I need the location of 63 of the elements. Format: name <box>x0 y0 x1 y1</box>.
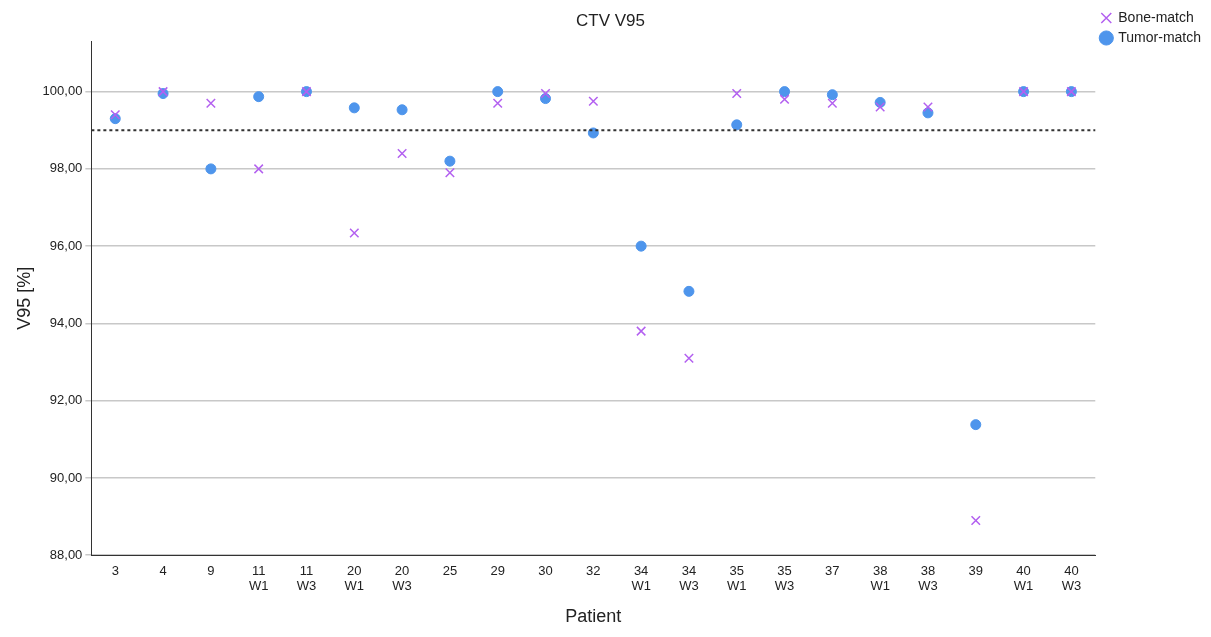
point <box>970 515 981 526</box>
point <box>875 102 886 113</box>
point <box>636 326 647 337</box>
point <box>110 109 121 120</box>
x-axis-title: Patient <box>565 606 622 627</box>
point <box>827 98 838 109</box>
x-tick-label: 20 W3 <box>392 562 412 594</box>
point <box>444 167 455 178</box>
point <box>205 163 217 175</box>
point <box>540 88 551 99</box>
point <box>922 102 933 113</box>
x-tick-label: 20 W1 <box>344 562 365 594</box>
x-tick-label: 35 W3 <box>774 562 795 594</box>
y-tick-label: 90,00 <box>49 469 83 485</box>
x-tick-label: 38 W1 <box>870 562 890 594</box>
point <box>731 119 743 131</box>
y-axis-title: V95 [%] <box>13 266 34 330</box>
x-tick-label: 11 W3 <box>296 562 317 594</box>
x-tick-label: 34 W1 <box>631 562 651 594</box>
x-tick-label: 40 W3 <box>1061 562 1082 594</box>
chart-title: CTV V95 <box>576 10 645 30</box>
x-tick-label: 35 W1 <box>726 562 747 594</box>
point <box>253 91 265 103</box>
y-tick-label: 92,00 <box>49 392 83 408</box>
x-tick-label: 37 <box>825 562 840 578</box>
point <box>587 127 599 139</box>
point <box>731 88 742 99</box>
y-tick-label: 96,00 <box>49 237 83 253</box>
point <box>683 285 695 297</box>
legend-label: Tumor-match <box>1118 28 1201 45</box>
x-tick-label: 11 W1 <box>248 562 269 594</box>
point <box>492 98 503 109</box>
point <box>396 104 408 116</box>
point <box>970 419 982 431</box>
y-tick-label: 94,00 <box>49 314 83 330</box>
point <box>397 148 408 159</box>
point <box>779 94 790 105</box>
point <box>826 89 838 101</box>
x-tick-label: 34 W3 <box>679 562 699 594</box>
point <box>349 228 360 239</box>
x-tick-label: 25 <box>442 562 458 578</box>
legend-label: Bone-match <box>1118 8 1194 25</box>
x-tick-label: 4 <box>159 562 167 578</box>
x-tick-label: 38 W3 <box>918 562 938 594</box>
point <box>635 240 647 252</box>
point <box>683 353 694 364</box>
x-tick-label: 29 <box>490 562 505 578</box>
point <box>444 155 456 167</box>
point <box>205 98 216 109</box>
x-tick-label: 9 <box>207 562 215 578</box>
x-tick-label: 3 <box>111 562 119 578</box>
x-tick-label: 39 <box>968 562 983 578</box>
point <box>253 163 264 174</box>
x-tick-label: 30 <box>538 562 553 578</box>
y-tick-label: 88,00 <box>49 546 83 562</box>
point <box>348 102 360 114</box>
y-tick-label: 100,00 <box>42 83 83 99</box>
x-tick-label: 40 W1 <box>1013 562 1034 594</box>
y-tick-label: 98,00 <box>49 160 83 176</box>
point <box>779 86 791 98</box>
point <box>492 86 504 98</box>
x-tick-label: 32 <box>586 562 601 578</box>
point <box>588 96 599 107</box>
